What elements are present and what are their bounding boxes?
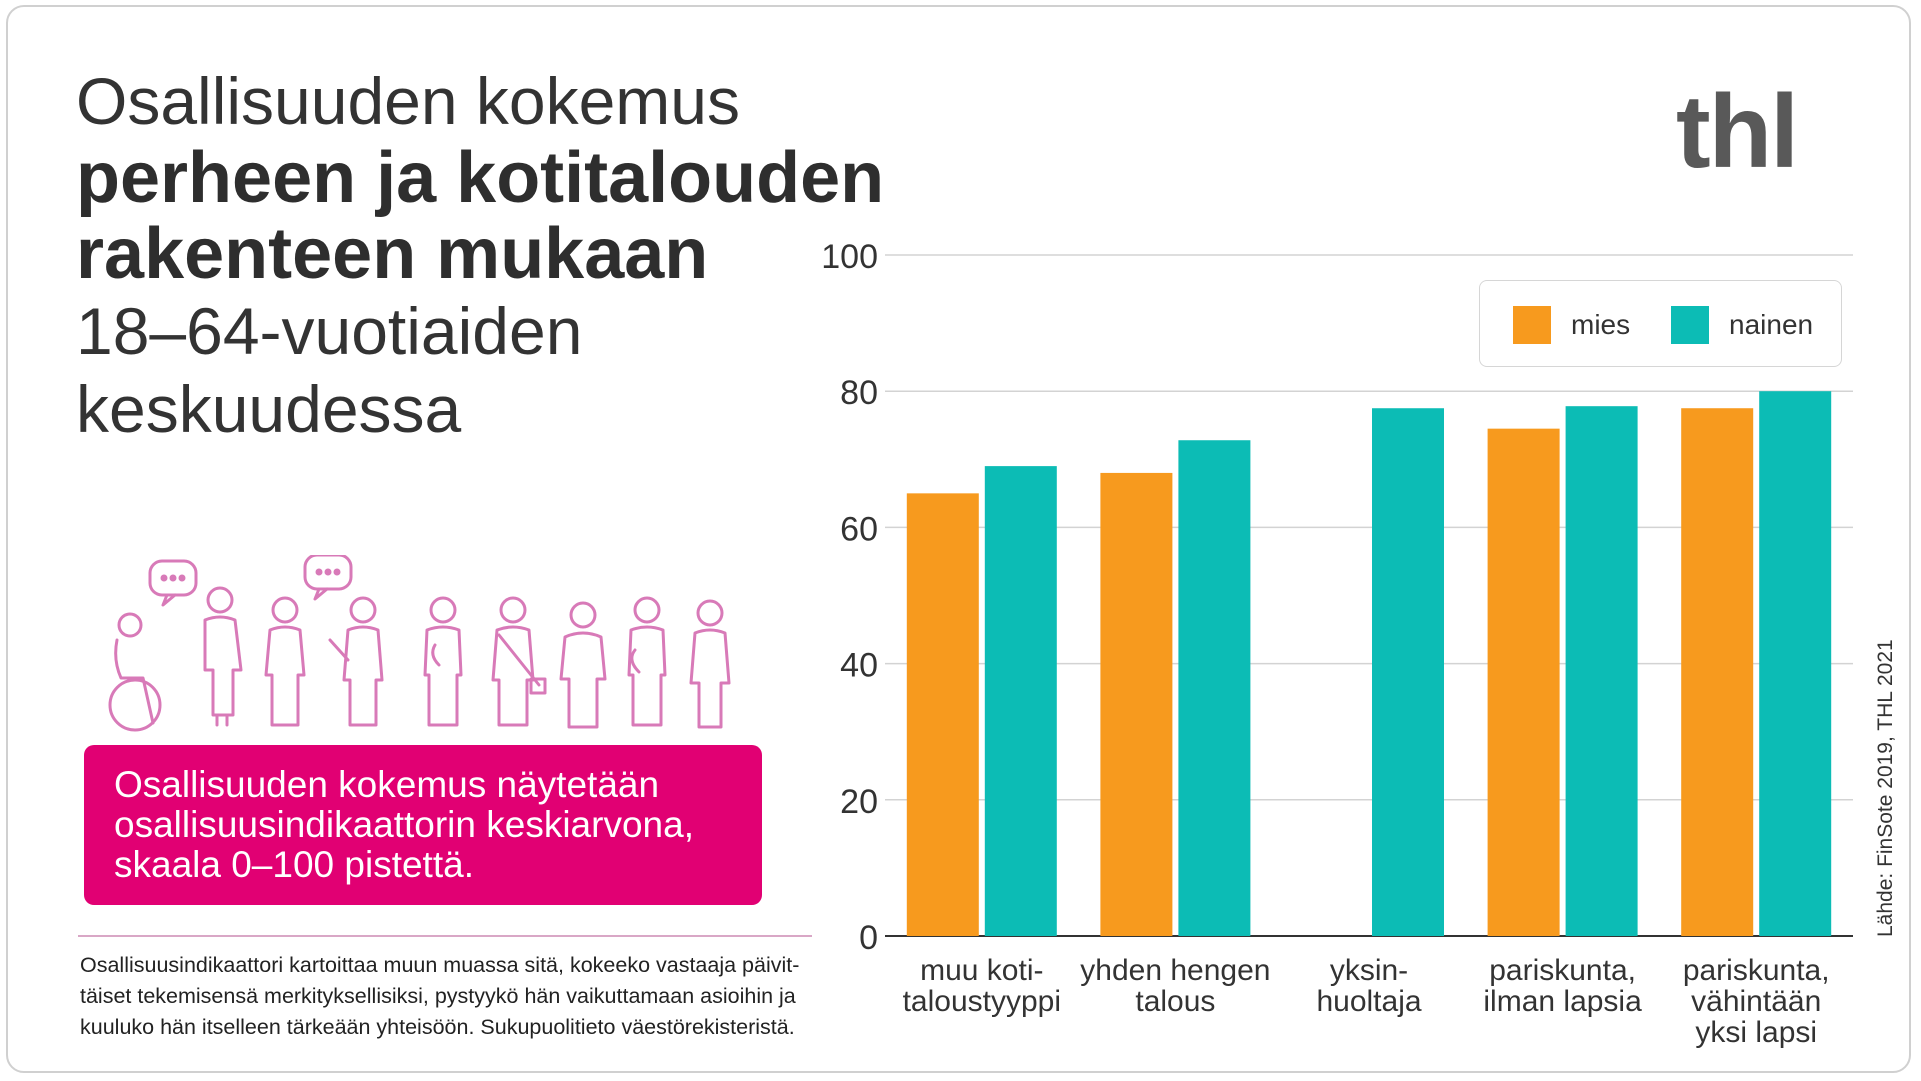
person-icon — [689, 599, 731, 729]
person-icon — [423, 596, 463, 727]
title-line-3: rakenteen mukaan — [76, 214, 709, 294]
title-line-4: 18–64-vuotiaiden — [76, 294, 583, 368]
footnote-line-1: Osallisuusindikaattori kartoittaa muun m… — [80, 953, 800, 977]
bar-nainen — [984, 466, 1057, 936]
x-tick-label: taloustyyppi — [903, 985, 1061, 1018]
person-icon — [328, 596, 384, 727]
footnote: Osallisuusindikaattori kartoittaa muun m… — [80, 950, 840, 1043]
source-note: Lähde: FinSote 2019, THL 2021 — [1874, 639, 1897, 937]
x-tick-label: talous — [1135, 985, 1215, 1018]
legend-item-mies: mies — [1513, 306, 1630, 344]
info-box-line-3: skaala 0–100 pistettä. — [114, 844, 474, 885]
chart-legend: mies nainen — [1479, 280, 1842, 367]
footnote-line-3: kuuluko hän itselleen tärkeään yhteisöön… — [80, 1015, 795, 1039]
legend-swatch-mies — [1513, 306, 1551, 344]
legend-swatch-nainen — [1671, 306, 1709, 344]
people-illustration — [108, 555, 731, 732]
bar-nainen — [1759, 391, 1832, 936]
footnote-line-2: täiset tekemisensä merkityksellisiksi, p… — [80, 984, 796, 1008]
x-tick-label: muu koti- — [920, 954, 1043, 987]
person-icon — [559, 601, 607, 729]
x-tick-label: yhden hengen — [1080, 954, 1270, 987]
x-tick-label: yksin- — [1330, 954, 1408, 987]
y-tick-label: 0 — [859, 919, 878, 957]
x-tick-label: pariskunta, — [1489, 954, 1636, 987]
legend-item-nainen: nainen — [1671, 306, 1813, 344]
person-icon — [264, 596, 306, 727]
info-box: Osallisuuden kokemus näytetään osallisuu… — [84, 745, 762, 905]
person-icon — [491, 596, 547, 727]
legend-label-nainen: nainen — [1729, 309, 1814, 340]
bar-mies — [1100, 472, 1173, 936]
bar-nainen — [1178, 440, 1251, 936]
x-tick-label: yksi lapsi — [1695, 1016, 1817, 1049]
bar-mies — [1487, 428, 1560, 936]
info-box-line-1: Osallisuuden kokemus näytetään — [114, 764, 660, 805]
speech-bubble-icon — [303, 555, 353, 601]
bar-nainen — [1372, 408, 1444, 937]
title-line-2: perheen ja kotitalouden — [76, 138, 885, 218]
x-tick-label: ilman lapsia — [1483, 985, 1642, 1018]
info-box-line-2: osallisuusindikaattorin keskiarvona, — [114, 804, 694, 845]
title-line-5: keskuudessa — [76, 372, 462, 446]
y-tick-label: 100 — [821, 238, 878, 276]
person-icon — [627, 596, 667, 727]
divider — [78, 935, 812, 937]
bar-nainen — [1565, 406, 1638, 936]
thl-logo: thl — [1676, 74, 1799, 190]
legend-label-mies: mies — [1571, 309, 1631, 340]
speech-bubble-icon — [148, 559, 198, 607]
y-tick-label: 40 — [840, 647, 878, 685]
y-tick-label: 20 — [840, 783, 878, 821]
y-tick-label: 60 — [840, 510, 878, 548]
wheelchair-user-icon — [108, 612, 162, 732]
x-tick-label: vähintään — [1691, 985, 1821, 1018]
bar-mies — [906, 493, 979, 936]
title-line-1: Osallisuuden kokemus — [76, 64, 740, 138]
x-tick-label: huoltaja — [1316, 985, 1421, 1018]
page-title: Osallisuuden kokemus perheen ja kotitalo… — [76, 62, 884, 448]
x-tick-label: pariskunta, — [1683, 954, 1830, 987]
y-tick-label: 80 — [840, 374, 878, 412]
bar-mies — [1681, 408, 1754, 937]
person-icon — [203, 586, 243, 727]
